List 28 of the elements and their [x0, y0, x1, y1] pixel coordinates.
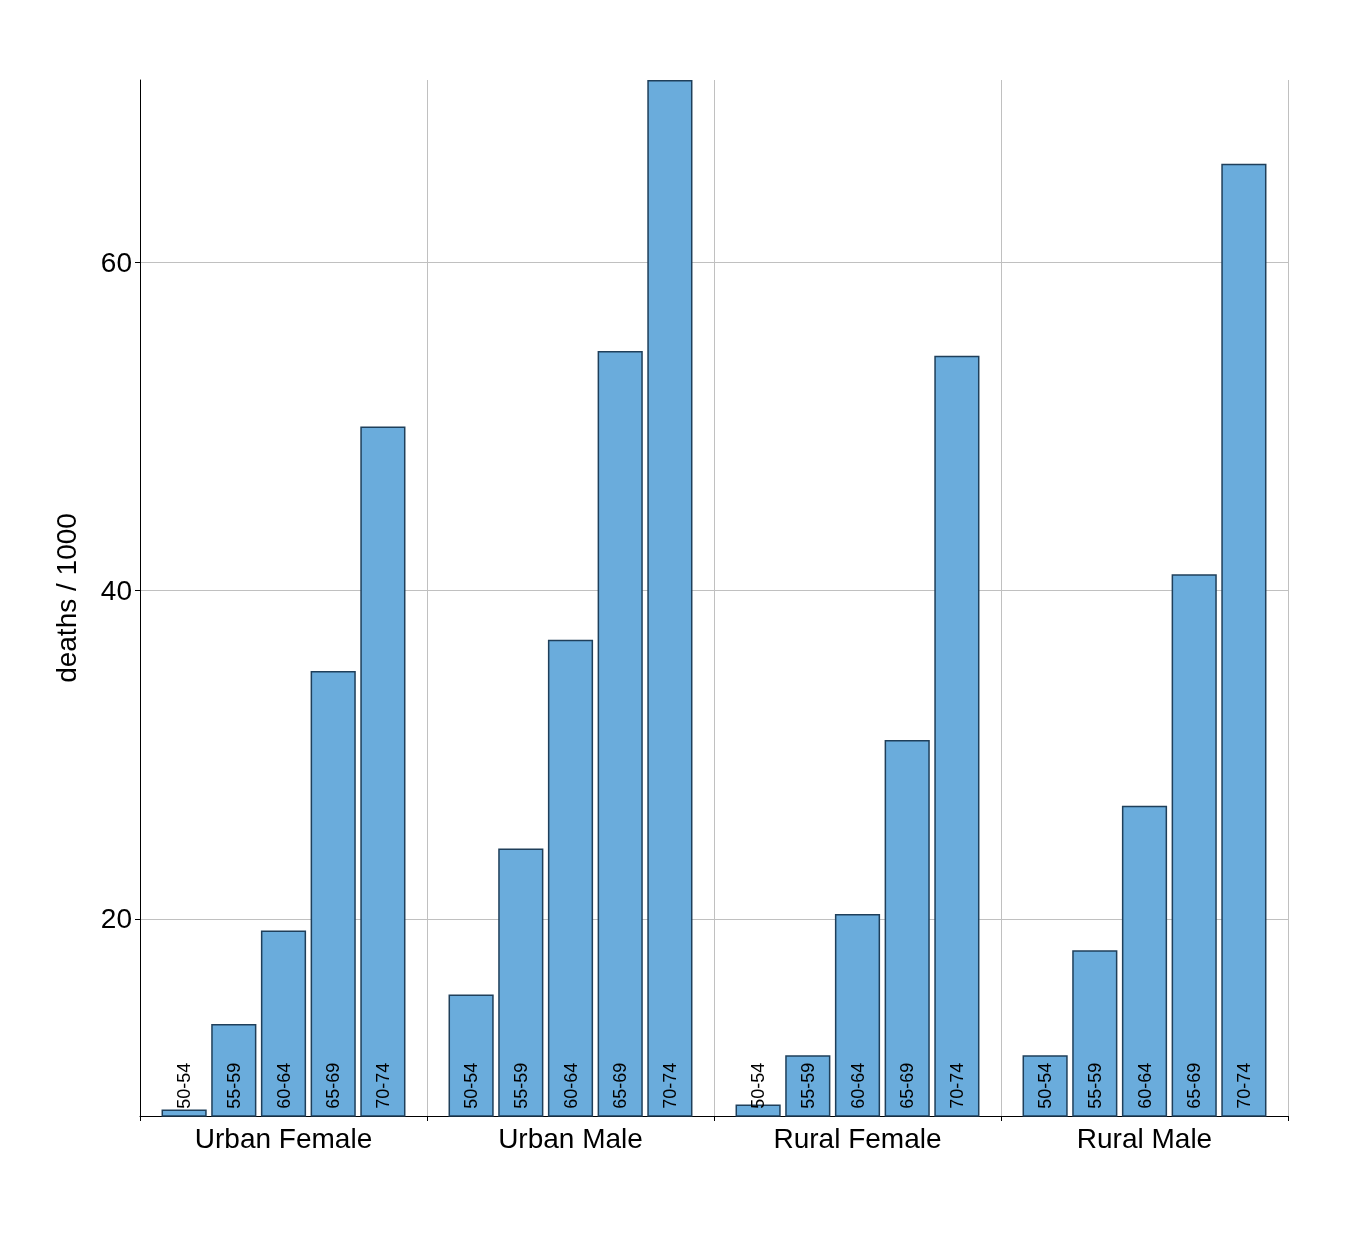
x-tick-label: Urban Female: [194, 1122, 373, 1154]
text: 50-54: [174, 1062, 195, 1109]
text: 70-74: [946, 1062, 967, 1109]
series-label: 55-59: [797, 1062, 818, 1109]
text: 60-64: [847, 1062, 868, 1109]
text: 65-69: [610, 1062, 631, 1109]
text: 65-69: [1184, 1062, 1205, 1109]
text: 70-74: [1233, 1062, 1254, 1109]
series-label: 60-64: [273, 1062, 294, 1109]
x-tick-label: Rural Female: [773, 1122, 942, 1154]
text: 50-54: [1035, 1062, 1056, 1109]
text: 70-74: [659, 1062, 680, 1109]
text: 65-69: [897, 1062, 918, 1109]
x-tick-label: Rural Male: [1076, 1122, 1213, 1154]
text: 50-54: [748, 1062, 769, 1109]
x-tick-label: Urban Male: [498, 1122, 643, 1154]
text: 55-59: [510, 1062, 531, 1109]
text: 60-64: [1134, 1062, 1155, 1109]
series-label: 70-74: [372, 1062, 393, 1109]
y-tick-label: 60: [100, 246, 132, 278]
series-label: 65-69: [323, 1062, 344, 1109]
text: 55-59: [223, 1062, 244, 1109]
y-tick-label: 40: [100, 575, 132, 607]
y-tick-label: 20: [100, 903, 132, 935]
text: 60-64: [560, 1062, 581, 1109]
text: 50-54: [461, 1062, 482, 1109]
y-axis-title: deaths / 1000: [50, 513, 82, 683]
text: 55-59: [1084, 1062, 1105, 1109]
